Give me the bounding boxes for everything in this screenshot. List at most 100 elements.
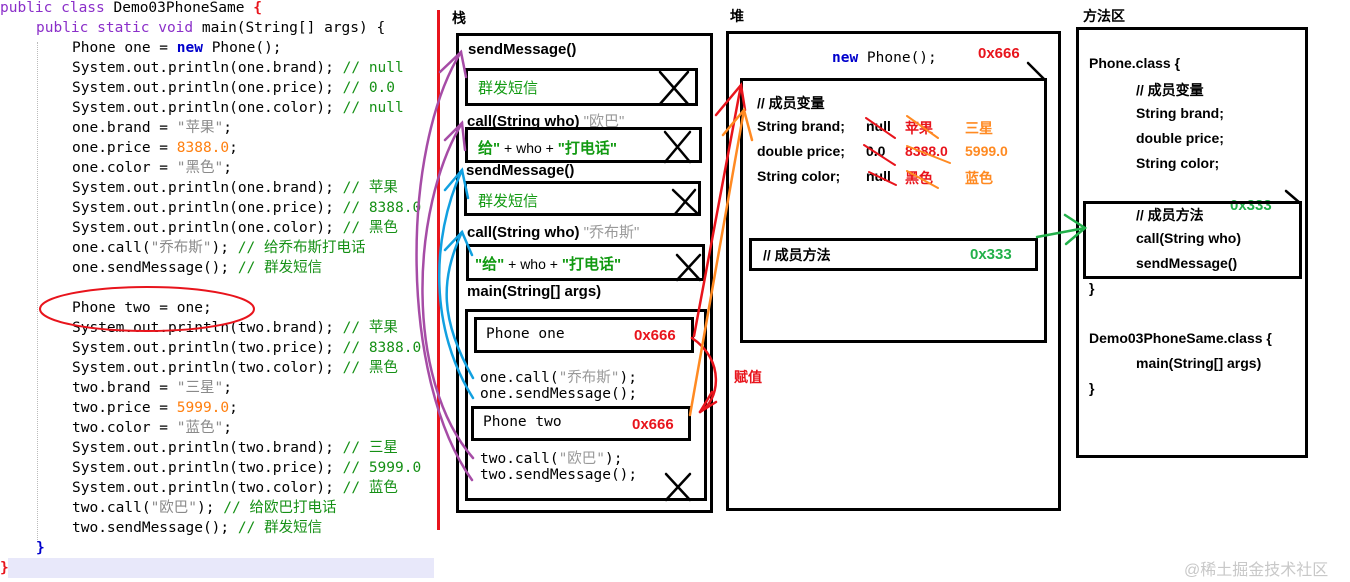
code-token-tx: main(String[] args) { [201, 20, 386, 36]
heap-field-label: String color; [757, 168, 841, 184]
x-marks [658, 61, 1302, 502]
class-methods-box [1083, 201, 1302, 279]
code-token-rb: } [0, 560, 9, 576]
class-vars-comment: // 成员变量 [1136, 82, 1204, 98]
frame-call-label: call(String who) [467, 224, 580, 241]
phone-class-header: Phone.class { [1089, 55, 1181, 71]
arrow-one-send [438, 168, 475, 400]
code-token-tx: two.price = [72, 400, 177, 416]
code-line: System.out.println(two.color); // 黑色 [72, 358, 398, 378]
frame-main: main(String[] args) [467, 283, 602, 300]
code-token-tx: one.sendMessage(); [72, 260, 238, 276]
code-token-rb: { [253, 0, 262, 16]
code-line: public static void main(String[] args) { [36, 18, 385, 38]
string-part: 给" [478, 140, 501, 157]
code-token-cm: // 苹果 [342, 180, 398, 196]
frame-send-message-1: sendMessage() [466, 162, 575, 179]
code-line: one.brand = "苹果"; [72, 118, 232, 138]
code-line: one.price = 8388.0; [72, 138, 238, 158]
expr-part: + who + [500, 140, 558, 156]
code-token-tx: Phone two = one; [72, 300, 212, 316]
member-vars-comment: // 成员变量 [757, 95, 825, 111]
heap-field-v2: 蓝色 [965, 170, 993, 186]
heap-field-v2: 三星 [965, 120, 993, 136]
class-field: String brand; [1136, 105, 1224, 121]
new-phone-label: new Phone(); [832, 50, 937, 66]
code-line: System.out.println(two.color); // 蓝色 [72, 478, 398, 498]
code-line: System.out.println(one.price); // 0.0 [72, 78, 395, 98]
code-token-tx: ; [223, 160, 232, 176]
x-mark-icon [663, 130, 692, 164]
code-line: public class Demo03PhoneSame { [0, 0, 262, 18]
code-token-cm: // 苹果 [342, 320, 398, 336]
heap-field-v1: 苹果 [905, 120, 933, 136]
code-token-cm: // 三星 [342, 440, 398, 456]
method-corner-line [1284, 189, 1302, 205]
frame-body-text: 群发短信 [478, 193, 539, 210]
arrow-two-ref [688, 108, 746, 417]
heap-field-v2: 5999.0 [965, 143, 1008, 159]
code-line: one.call("乔布斯"); // 给乔布斯打电话 [72, 238, 365, 258]
heap-box [726, 31, 1061, 511]
code-token-cm: // 5999.0 [342, 460, 422, 476]
code-token-tx: Demo03PhoneSame [113, 0, 254, 16]
strike-lines [863, 115, 951, 189]
code-token-tx: two.brand = [72, 380, 177, 396]
phone-one-box [474, 317, 694, 353]
class-methods-comment: // 成员方法 [1136, 207, 1204, 223]
code-token-tx: System.out.println(two.price); [72, 340, 343, 356]
two-send-line: two.sendMessage(); [480, 467, 638, 483]
code-part: ); [619, 370, 638, 386]
code-token-tx: System.out.println(one.price); [72, 80, 343, 96]
code-token-nm: 8388.0 [176, 140, 230, 156]
constructor-call: Phone(); [858, 50, 937, 66]
arrow-assign [690, 336, 718, 414]
code-token-tx: System.out.println(two.price); [72, 460, 343, 476]
code-token-cm: // null [342, 100, 404, 116]
frame-body-text: 群发短信 [478, 80, 539, 97]
code-token-tx: two.call( [72, 500, 151, 516]
frame-call-arg: "欧巴" [583, 113, 625, 130]
frame-call-arg: "乔布斯" [583, 224, 640, 241]
code-token-tx: Phone one = [72, 40, 177, 56]
code-line: System.out.println(one.brand); // null [72, 58, 404, 78]
stack-box [456, 33, 713, 513]
code-line: System.out.println(one.brand); // 苹果 [72, 178, 398, 198]
code-part: two.call( [480, 451, 559, 467]
code-line: System.out.println(one.color); // null [72, 98, 404, 118]
code-token-cm: // 8388.0 [342, 340, 422, 356]
code-token-tx: ; [229, 140, 238, 156]
x-mark-icon [664, 472, 692, 502]
demo-class-header: Demo03PhoneSame.class { [1089, 330, 1272, 346]
arrow-one-call [445, 230, 475, 380]
x-mark-icon [671, 188, 700, 216]
two-call-line: two.call("欧巴"); [480, 447, 623, 468]
code-token-tx: two.color = [72, 420, 177, 436]
frame-call-label: call(String who) [467, 113, 580, 130]
code-token-cm: // 给乔布斯打电话 [237, 240, 366, 256]
code-line: Phone two = one; [72, 298, 212, 318]
arrow-two-send [415, 50, 474, 482]
method-area-box [1076, 27, 1308, 458]
code-token-st: "蓝色" [176, 420, 224, 436]
code-token-tx: System.out.println(two.color); [72, 360, 343, 376]
arrow-two-call [421, 121, 475, 460]
code-token-tx: ); [211, 240, 238, 256]
code-token-tx: one.brand = [72, 120, 177, 136]
phone-two-label: Phone two [483, 414, 562, 430]
code-token-tx: ; [223, 420, 232, 436]
code-line: } [0, 558, 9, 578]
frame-body-box [464, 181, 701, 216]
code-token-tx: System.out.println(one.brand); [72, 60, 343, 76]
code-line: two.price = 5999.0; [72, 398, 238, 418]
code-token-st: "欧巴" [150, 500, 198, 516]
code-line: } [36, 538, 45, 558]
phone-one-label: Phone one [486, 326, 565, 342]
code-line: System.out.println(two.price); // 8388.0 [72, 338, 421, 358]
code-token-nw: new [176, 40, 203, 56]
new-keyword: new [832, 50, 859, 66]
code-line: Phone one = new Phone(); [72, 38, 282, 58]
code-token-nw: } [36, 540, 45, 556]
demo-close-brace: } [1089, 380, 1095, 396]
